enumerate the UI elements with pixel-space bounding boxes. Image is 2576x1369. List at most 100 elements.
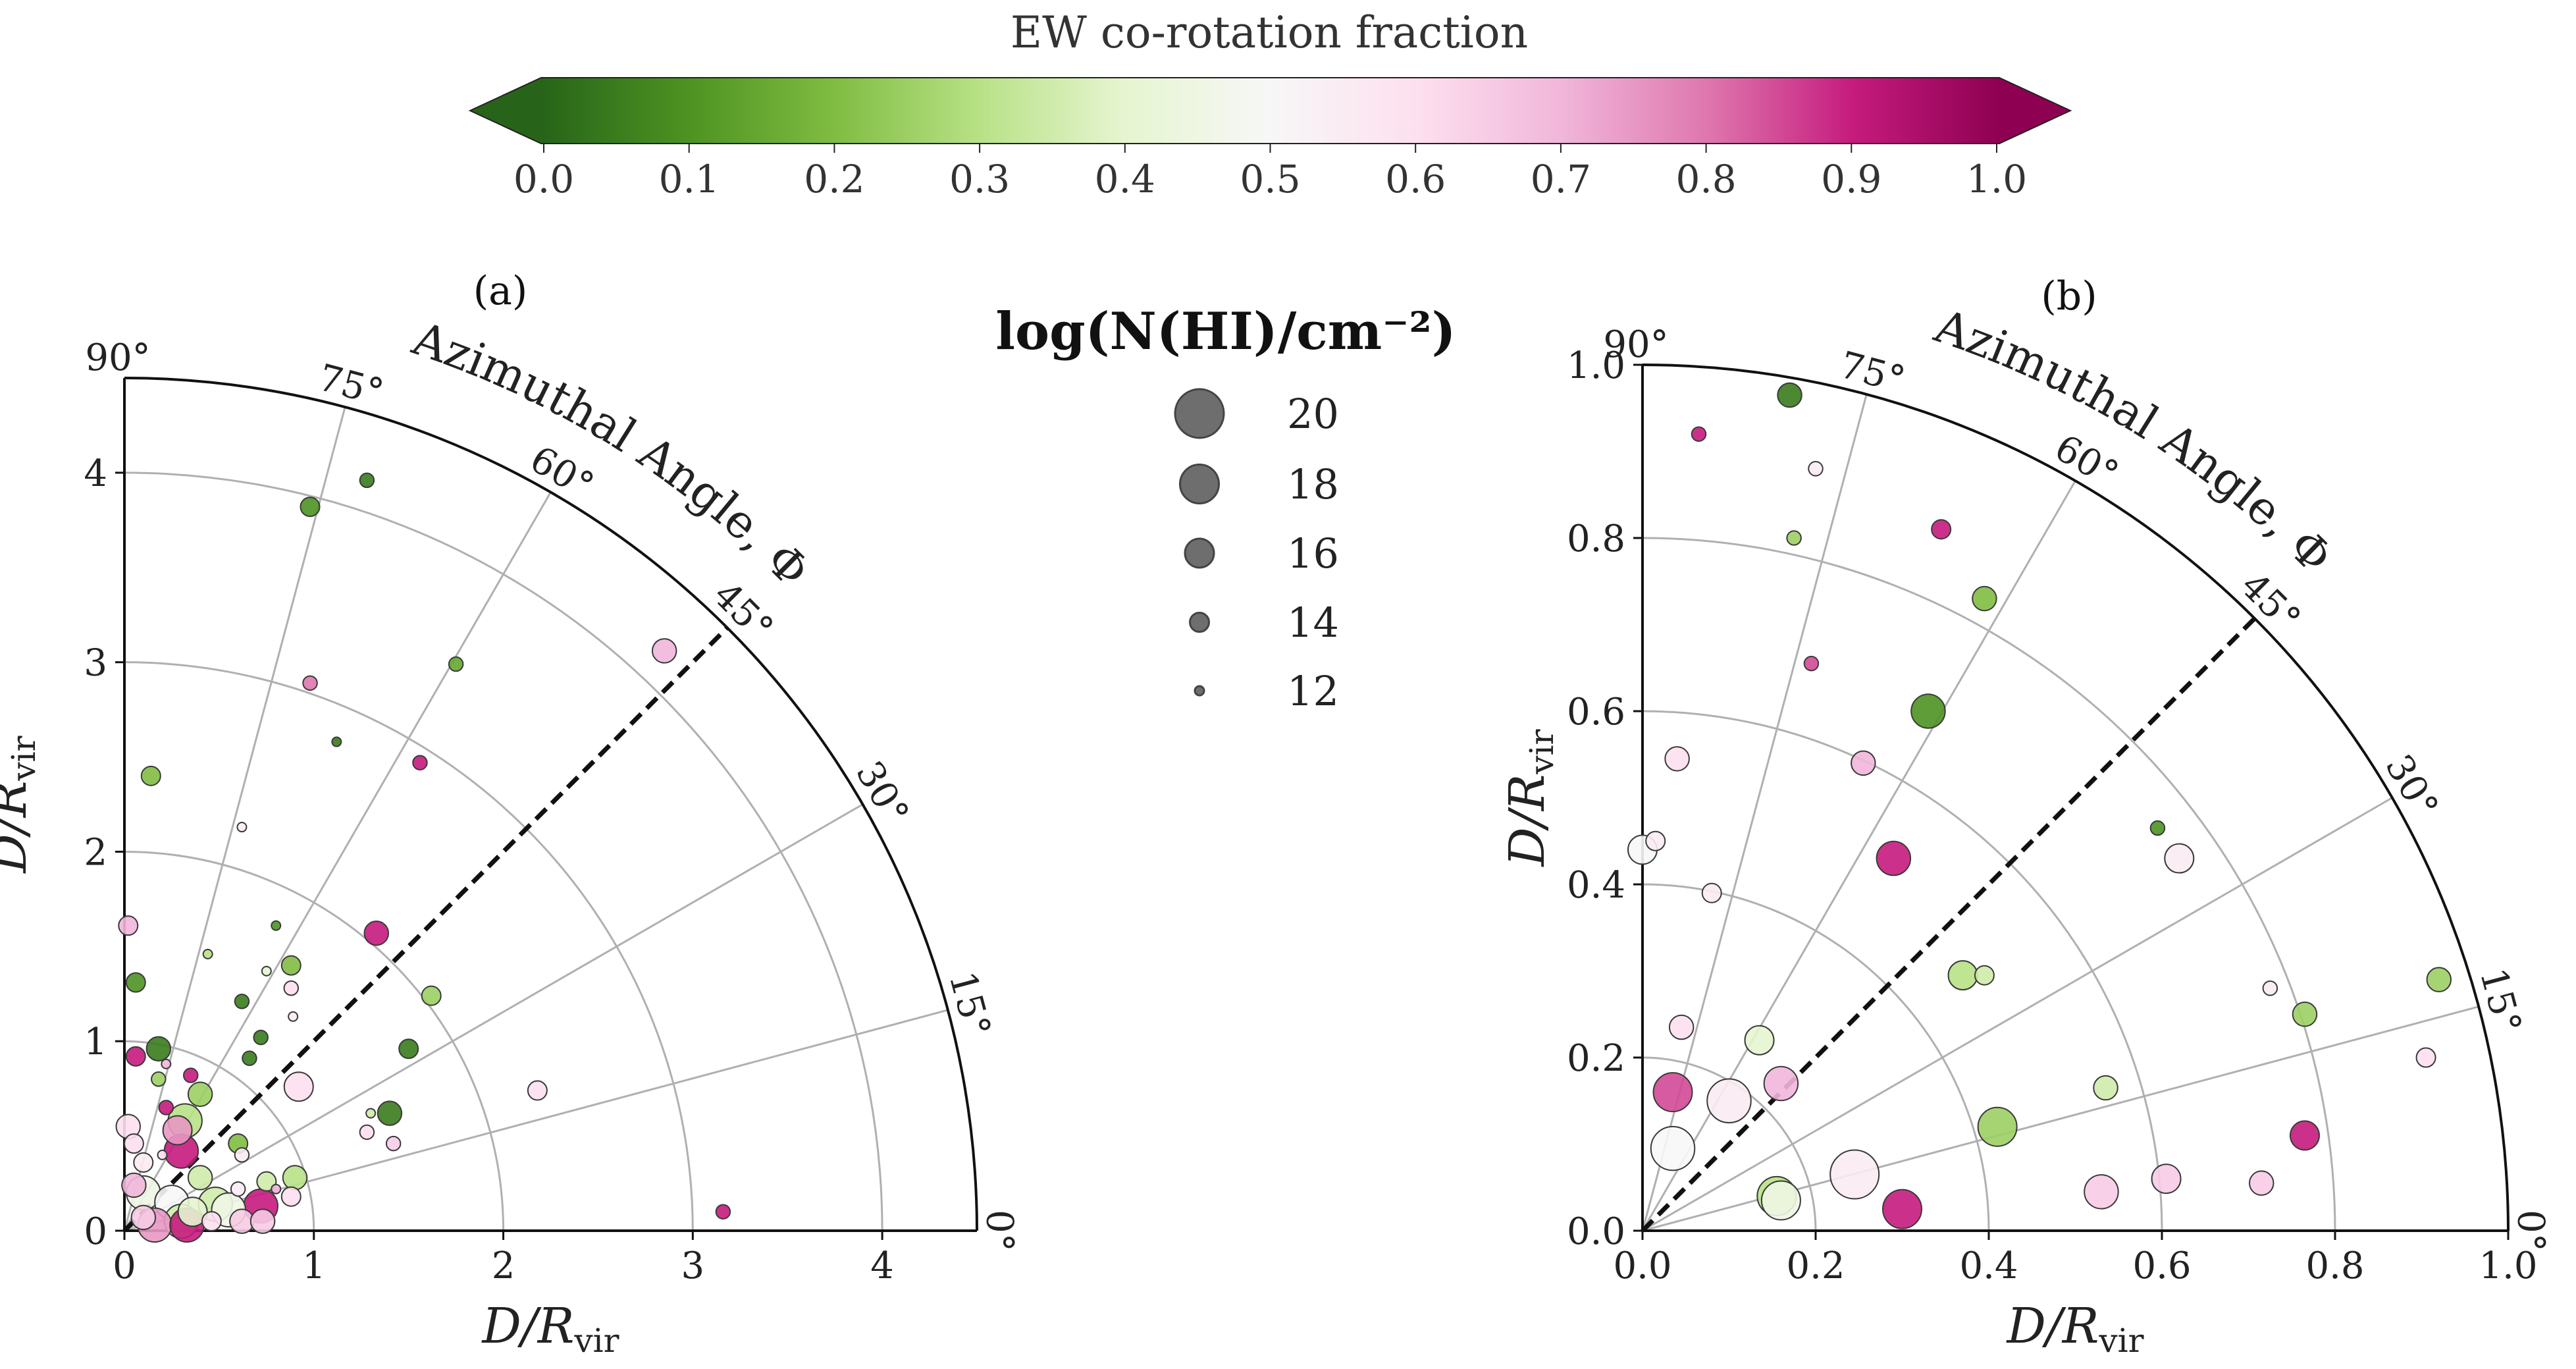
grid-arc bbox=[124, 471, 883, 1231]
data-point bbox=[2415, 1047, 2436, 1068]
angle-label: 15° bbox=[940, 967, 998, 1042]
data-point bbox=[1977, 1106, 2018, 1147]
x-tick-label: 0.6 bbox=[2132, 1245, 2191, 1287]
data-point bbox=[2262, 980, 2278, 996]
data-point bbox=[2149, 820, 2166, 836]
colorbar-tick-label: 0.6 bbox=[1385, 157, 1446, 201]
data-point bbox=[1706, 1078, 1752, 1123]
data-point bbox=[234, 1147, 250, 1163]
data-point bbox=[271, 1183, 282, 1195]
size-legend-label: 18 bbox=[1287, 460, 1339, 508]
grid-radial bbox=[123, 406, 346, 1231]
angle-label: 90° bbox=[85, 336, 150, 379]
y-tick-label: 0.0 bbox=[1567, 1210, 1625, 1253]
azimuth-label-path bbox=[1932, 340, 2419, 707]
x-axis-label: D/Rvir bbox=[481, 1298, 619, 1360]
data-point bbox=[377, 1100, 403, 1126]
data-point bbox=[1701, 882, 1722, 903]
data-point bbox=[2093, 1075, 2118, 1101]
data-point bbox=[2289, 1120, 2320, 1151]
colorbar-title: EW co-rotation fraction bbox=[1011, 7, 1528, 58]
data-point bbox=[1777, 382, 1802, 408]
angle-label: 60° bbox=[523, 438, 600, 508]
x-tick-label: 4 bbox=[870, 1245, 894, 1287]
size-legend-label: 12 bbox=[1287, 667, 1339, 715]
x-tick-label: 0.0 bbox=[1613, 1245, 1671, 1287]
data-point bbox=[234, 994, 250, 1009]
angle-label: 60° bbox=[2047, 427, 2125, 497]
y-tick-label: 0.2 bbox=[1567, 1037, 1625, 1080]
data-point bbox=[300, 497, 321, 518]
colorbar-gradient bbox=[541, 78, 1999, 144]
data-point bbox=[302, 675, 318, 691]
y-tick-label: 0.6 bbox=[1567, 691, 1625, 734]
data-point bbox=[1876, 840, 1912, 876]
colorbar: EW co-rotation fraction 0.0 0.1 0.2 0.3 0.4 0… bbox=[468, 7, 2072, 201]
data-point bbox=[1668, 1014, 1695, 1040]
data-point bbox=[448, 656, 464, 672]
data-point bbox=[261, 965, 272, 977]
data-point bbox=[651, 638, 677, 664]
data-point bbox=[253, 1029, 269, 1046]
data-point bbox=[130, 1204, 157, 1231]
data-point bbox=[1652, 1072, 1693, 1113]
data-point bbox=[2426, 967, 2452, 992]
data-point bbox=[182, 1067, 199, 1083]
y-tick-label: 3 bbox=[84, 642, 107, 685]
data-point bbox=[187, 1165, 213, 1191]
dashed-45-line bbox=[122, 626, 729, 1233]
angle-label: 75° bbox=[314, 356, 388, 414]
data-point bbox=[283, 1071, 314, 1102]
y-tick-label: 4 bbox=[84, 452, 107, 495]
data-point bbox=[242, 1050, 257, 1066]
data-point bbox=[123, 1133, 144, 1154]
size-legend-marker bbox=[1194, 685, 1205, 697]
data-point bbox=[125, 1046, 146, 1067]
data-point bbox=[1851, 750, 1876, 776]
data-point bbox=[2084, 1174, 2119, 1210]
size-legend-label: 16 bbox=[1287, 529, 1339, 577]
data-point bbox=[250, 1208, 276, 1234]
panel-b-label: (b) bbox=[2041, 273, 2097, 319]
data-point bbox=[1829, 1149, 1880, 1200]
colorbar-tick-label: 0.2 bbox=[804, 157, 864, 201]
data-point bbox=[256, 1171, 277, 1192]
angle-label: 30° bbox=[847, 754, 917, 832]
data-point bbox=[1786, 530, 1802, 546]
data-point bbox=[412, 755, 428, 770]
angle-label: 15° bbox=[2471, 963, 2529, 1038]
angle-label: 0° bbox=[978, 1210, 1021, 1252]
data-point bbox=[121, 1172, 147, 1198]
x-tick-label: 2 bbox=[492, 1245, 515, 1287]
x-axis-label: D/Rvir bbox=[2005, 1298, 2143, 1360]
data-point bbox=[133, 1152, 154, 1173]
data-point bbox=[201, 1211, 222, 1232]
size-legend-marker bbox=[1179, 464, 1220, 504]
colorbar-tick-label: 0.5 bbox=[1240, 157, 1300, 201]
data-point bbox=[282, 1165, 308, 1191]
data-point bbox=[398, 1038, 419, 1060]
size-legend-marker bbox=[1184, 537, 1215, 569]
data-point bbox=[230, 1181, 246, 1197]
data-point bbox=[125, 972, 146, 993]
x-tick-label: 0.4 bbox=[1959, 1245, 2018, 1287]
y-tick-label: 2 bbox=[84, 831, 107, 874]
data-point bbox=[283, 980, 299, 996]
data-point bbox=[161, 1058, 172, 1069]
x-tick-label: 0 bbox=[113, 1245, 136, 1287]
colorbar-tick-label: 0.8 bbox=[1675, 157, 1736, 201]
data-point bbox=[157, 1149, 168, 1160]
data-point bbox=[359, 1124, 375, 1141]
colorbar-outline bbox=[468, 77, 2072, 144]
data-point bbox=[145, 1036, 172, 1061]
data-point bbox=[359, 472, 375, 489]
data-point bbox=[1808, 461, 1824, 477]
data-point bbox=[527, 1080, 548, 1101]
size-legend-marker bbox=[1174, 388, 1225, 439]
data-point bbox=[271, 920, 282, 931]
colorbar-min-extend bbox=[470, 78, 541, 144]
colorbar-tick-label: 0.7 bbox=[1531, 157, 1591, 201]
data-point bbox=[385, 1135, 402, 1152]
data-point bbox=[1972, 585, 1997, 612]
